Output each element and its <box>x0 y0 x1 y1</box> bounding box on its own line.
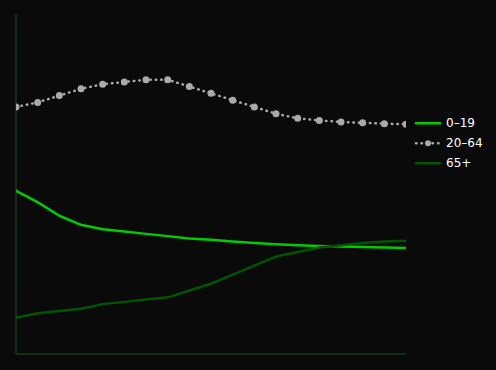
legend-label: 0–19 <box>446 116 475 130</box>
chart: 0–19 20–64 65+ <box>0 0 496 370</box>
series-marker <box>273 110 280 117</box>
legend-swatch <box>416 162 440 165</box>
series-marker <box>338 118 345 125</box>
plot-area <box>16 76 406 317</box>
series-marker <box>229 97 236 104</box>
legend-label: 20–64 <box>446 136 483 150</box>
series-line <box>16 241 406 318</box>
series-marker <box>164 76 171 83</box>
series-marker <box>403 121 407 128</box>
legend-label: 65+ <box>446 156 471 170</box>
series-marker <box>56 92 63 99</box>
series-line <box>16 191 406 248</box>
series-marker <box>99 81 106 88</box>
series-marker <box>143 76 150 83</box>
series-marker <box>208 90 215 97</box>
background <box>0 0 496 370</box>
series-marker <box>78 85 85 92</box>
legend: 0–19 20–64 65+ <box>416 116 483 170</box>
legend-swatch <box>416 122 440 125</box>
legend-marker <box>425 140 431 146</box>
series-marker <box>16 103 20 110</box>
y-axis <box>15 14 17 354</box>
series-marker <box>381 120 388 127</box>
series-marker <box>251 103 258 110</box>
series-marker <box>121 79 128 86</box>
x-axis <box>16 353 406 355</box>
series-marker <box>316 117 323 124</box>
series-marker <box>359 119 366 126</box>
series-marker <box>186 83 193 90</box>
series-marker <box>294 115 301 122</box>
series-line <box>16 80 406 124</box>
series-marker <box>34 99 41 106</box>
